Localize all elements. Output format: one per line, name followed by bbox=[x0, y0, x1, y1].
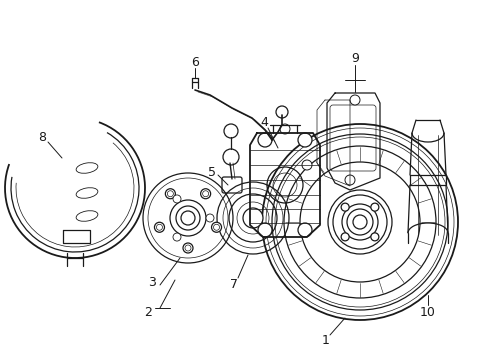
Text: 5: 5 bbox=[207, 166, 216, 179]
Circle shape bbox=[200, 189, 210, 199]
Text: 4: 4 bbox=[260, 116, 267, 129]
Text: 10: 10 bbox=[419, 306, 435, 319]
Circle shape bbox=[258, 223, 271, 237]
Circle shape bbox=[352, 215, 366, 229]
Circle shape bbox=[243, 208, 263, 228]
Circle shape bbox=[275, 106, 287, 118]
Circle shape bbox=[181, 211, 195, 225]
Circle shape bbox=[173, 233, 181, 241]
Text: 9: 9 bbox=[350, 51, 358, 64]
Circle shape bbox=[341, 203, 348, 211]
Circle shape bbox=[173, 195, 181, 203]
Circle shape bbox=[297, 223, 311, 237]
Circle shape bbox=[345, 175, 354, 185]
Text: 8: 8 bbox=[38, 131, 46, 144]
Circle shape bbox=[370, 203, 378, 211]
Text: 3: 3 bbox=[148, 275, 156, 288]
Circle shape bbox=[341, 233, 348, 241]
Text: 6: 6 bbox=[191, 55, 199, 68]
Text: 2: 2 bbox=[144, 306, 152, 319]
Circle shape bbox=[370, 233, 378, 241]
Circle shape bbox=[211, 222, 221, 232]
Circle shape bbox=[205, 214, 214, 222]
Circle shape bbox=[258, 133, 271, 147]
Circle shape bbox=[302, 160, 311, 170]
Circle shape bbox=[154, 222, 164, 232]
Circle shape bbox=[165, 189, 175, 199]
Circle shape bbox=[297, 133, 311, 147]
Text: 7: 7 bbox=[229, 279, 238, 292]
Circle shape bbox=[349, 95, 359, 105]
Circle shape bbox=[183, 243, 193, 253]
Text: 1: 1 bbox=[322, 333, 329, 346]
